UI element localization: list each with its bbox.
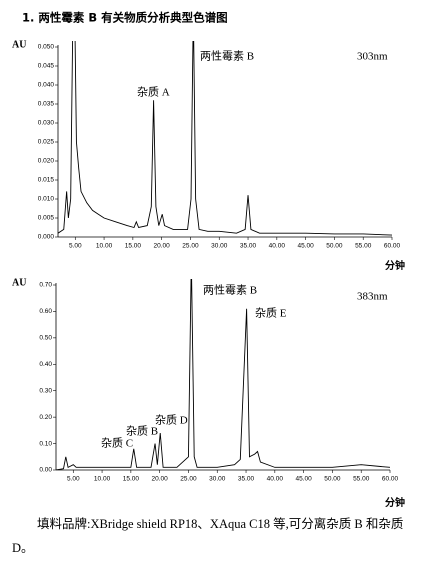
y-tick-label: 0.40 (39, 361, 52, 368)
wavelength: 383nm (357, 291, 388, 303)
y-tick-label: 0.040 (38, 82, 55, 89)
peak-label: 杂质 A (137, 86, 170, 99)
y-tick-label: 0.30 (39, 387, 52, 394)
y-tick-label: 0.025 (38, 139, 55, 146)
y-tick-label: 0.015 (38, 177, 55, 184)
x-tick-label: 40.00 (267, 476, 284, 483)
x-tick-label: 30.00 (209, 476, 226, 483)
x-tick-label: 25.00 (180, 476, 197, 483)
y-tick-label: 0.020 (38, 158, 55, 165)
figure-title: 1. 两性霉素 B 有关物质分析典型色谱图 (22, 11, 228, 25)
y-tick-label: 0.50 (39, 335, 52, 342)
x-tick-label: 45.00 (297, 243, 314, 250)
x-tick-label: 20.00 (154, 243, 171, 250)
x-tick-label: 40.00 (269, 243, 286, 250)
peak-label: 杂质 E (255, 307, 287, 320)
y-axis-label: AU (12, 39, 26, 50)
x-tick-label: 35.00 (240, 243, 257, 250)
x-tick-label: 20.00 (152, 476, 169, 483)
y-tick-label: 0.00 (39, 467, 52, 474)
peak-label: 两性霉素 B (203, 283, 257, 297)
x-tick-label: 25.00 (182, 243, 199, 250)
peak-label: 两性霉素 B (200, 49, 254, 63)
x-tick-label: 50.00 (326, 243, 343, 250)
y-tick-label: 0.010 (38, 196, 55, 203)
x-axis-label: 分钟 (385, 496, 405, 509)
x-tick-label: 5.00 (67, 476, 80, 483)
y-tick-label: 0.045 (38, 63, 55, 70)
peak-label: 杂质 B (126, 425, 158, 438)
x-tick-label: 35.00 (238, 476, 255, 483)
x-tick-label: 5.00 (69, 243, 82, 250)
x-tick-label: 50.00 (324, 476, 341, 483)
x-tick-label: 10.00 (94, 476, 111, 483)
x-tick-label: 30.00 (211, 243, 228, 250)
y-tick-label: 0.10 (39, 440, 52, 447)
y-tick-label: 0.70 (39, 282, 52, 289)
y-tick-label: 0.030 (38, 120, 55, 127)
y-axis-label: AU (12, 277, 26, 288)
x-tick-label: 55.00 (355, 243, 372, 250)
x-tick-label: 15.00 (125, 243, 142, 250)
peak-label: 杂质 C (101, 437, 133, 450)
trace (58, 41, 392, 236)
x-tick-label: 60.00 (384, 243, 401, 250)
x-tick-label: 45.00 (295, 476, 312, 483)
y-tick-label: 0.005 (38, 215, 55, 222)
x-tick-label: 55.00 (353, 476, 370, 483)
y-tick-label: 0.000 (38, 234, 55, 241)
caption: 填料品牌:XBridge shield RP18、XAqua C18 等,可分离… (12, 517, 404, 555)
trace (56, 279, 390, 470)
wavelength: 303nm (357, 51, 388, 63)
x-tick-label: 15.00 (123, 476, 140, 483)
x-axis-label: 分钟 (385, 259, 405, 272)
y-tick-label: 0.035 (38, 101, 55, 108)
y-tick-label: 0.60 (39, 308, 52, 315)
x-tick-label: 10.00 (96, 243, 113, 250)
y-tick-label: 0.050 (38, 44, 55, 51)
x-tick-label: 60.00 (382, 476, 399, 483)
peak-label: 杂质 D (155, 414, 188, 427)
y-tick-label: 0.20 (39, 414, 52, 421)
